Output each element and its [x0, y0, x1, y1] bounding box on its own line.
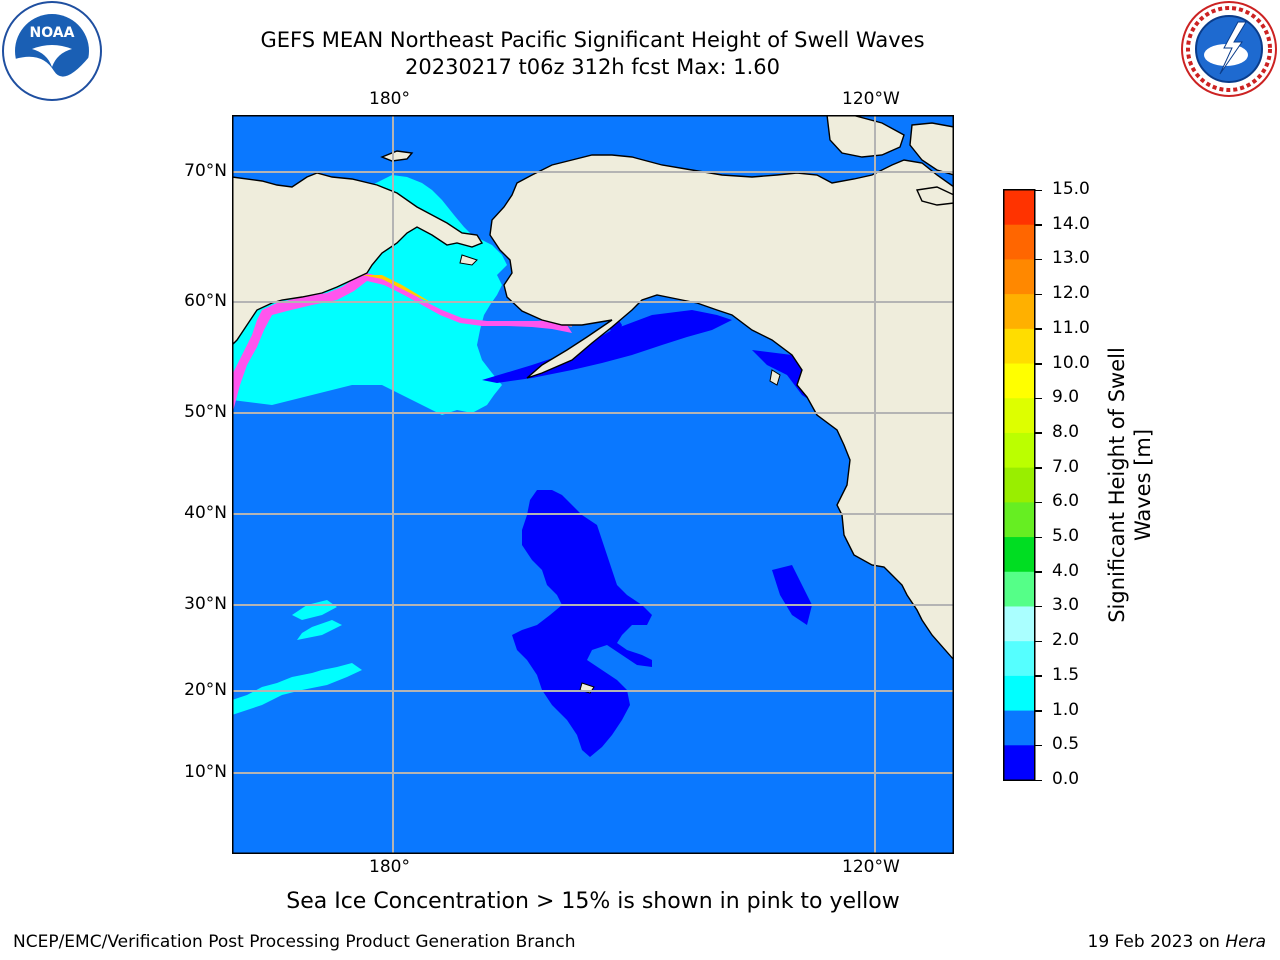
- colorbar-tick-label: 9.0: [1052, 387, 1080, 408]
- lat-label-70n: 70°N: [184, 161, 227, 181]
- colorbar-segment: [1004, 710, 1034, 746]
- footer-left: NCEP/EMC/Verification Post Processing Pr…: [13, 932, 576, 952]
- footer-date: 19 Feb 2023 on: [1087, 932, 1226, 952]
- colorbar-segment: [1004, 294, 1034, 330]
- lon-label-top-180: 180°: [369, 89, 410, 109]
- colorbar-tick-mark: [1034, 605, 1042, 608]
- colorbar-tick-mark: [1034, 571, 1042, 573]
- colorbar-segment: [1004, 190, 1034, 226]
- colorbar-tick-mark: [1034, 293, 1042, 296]
- lon-label-bottom-180: 180°: [369, 857, 410, 877]
- title-line-1: GEFS MEAN Northeast Pacific Significant …: [260, 28, 925, 52]
- colorbar-tick-label: 1.5: [1052, 664, 1080, 685]
- colorbar: [1003, 189, 1036, 781]
- lon-label-bottom-120w: 120°W: [842, 857, 900, 877]
- colorbar-segment: [1004, 502, 1034, 538]
- colorbar-tick-mark: [1034, 189, 1042, 191]
- colorbar-tick-label: 5.0: [1052, 526, 1080, 547]
- colorbar-tick-label: 0.0: [1052, 769, 1080, 789]
- colorbar-segment: [1004, 745, 1034, 781]
- colorbar-tick-label: 12.0: [1052, 283, 1090, 304]
- colorbar-tick-label: 2.0: [1052, 630, 1080, 651]
- lon-label-top-120w: 120°W: [842, 89, 900, 109]
- noaa-logo-text: NOAA: [30, 25, 75, 41]
- colorbar-segment: [1004, 675, 1034, 712]
- colorbar-tick-mark: [1034, 710, 1042, 712]
- colorbar-tick-mark: [1034, 467, 1042, 469]
- colorbar-title-line-2: Waves [m]: [1131, 428, 1155, 542]
- colorbar-tick-mark: [1034, 258, 1042, 261]
- colorbar-tick-mark: [1034, 432, 1042, 434]
- colorbar-segment: [1004, 259, 1034, 295]
- nws-logo: [1181, 1, 1277, 97]
- colorbar-segment: [1004, 328, 1034, 365]
- colorbar-segment: [1004, 467, 1034, 503]
- footer-right: 19 Feb 2023 on Hera: [1088, 932, 1266, 952]
- lat-label-50n: 50°N: [184, 402, 227, 422]
- colorbar-tick-label: 14.0: [1052, 213, 1090, 234]
- colorbar-segment: [1004, 432, 1034, 469]
- colorbar-title-line-1: Significant Height of Swell: [1105, 347, 1129, 623]
- colorbar-tick-label: 10.0: [1052, 352, 1090, 373]
- colorbar-tick-mark: [1034, 397, 1042, 400]
- colorbar-segment: [1004, 224, 1034, 260]
- colorbar-tick-mark: [1034, 363, 1042, 365]
- lat-label-20n: 20°N: [184, 680, 227, 700]
- colorbar-tick-label: 11.0: [1052, 317, 1090, 338]
- colorbar-tick-mark: [1034, 779, 1042, 781]
- colorbar-tick-mark: [1034, 501, 1042, 504]
- colorbar-tick-label: 13.0: [1052, 248, 1090, 269]
- colorbar-segment: [1004, 606, 1034, 642]
- colorbar-tick-label: 6.0: [1052, 491, 1080, 512]
- land-north-america: [489, 154, 954, 662]
- lat-label-30n: 30°N: [184, 594, 227, 614]
- colorbar-tick-mark: [1034, 536, 1042, 539]
- colorbar-segment: [1004, 398, 1034, 434]
- lat-label-40n: 40°N: [184, 503, 227, 523]
- colorbar-tick-label: 8.0: [1052, 421, 1080, 442]
- colorbar-tick-label: 1.0: [1052, 699, 1080, 720]
- swell-region-cyan-south: [232, 663, 362, 715]
- colorbar-tick-mark: [1034, 744, 1042, 747]
- noaa-logo: NOAA: [2, 1, 102, 101]
- sea-ice-note: Sea Ice Concentration > 15% is shown in …: [286, 889, 900, 914]
- colorbar-segment: [1004, 363, 1034, 399]
- colorbar-tick-label: 7.0: [1052, 456, 1080, 477]
- lat-label-60n: 60°N: [184, 291, 227, 311]
- lat-label-10n: 10°N: [184, 762, 227, 782]
- colorbar-tick-label: 3.0: [1052, 595, 1080, 616]
- colorbar-segment: [1004, 571, 1034, 607]
- colorbar-segment: [1004, 537, 1034, 573]
- colorbar-segment: [1004, 641, 1034, 677]
- colorbar-tick-mark: [1034, 640, 1042, 643]
- colorbar-tick-label: 15.0: [1052, 179, 1090, 199]
- colorbar-tick-mark: [1034, 328, 1042, 330]
- colorbar-tick-mark: [1034, 224, 1042, 226]
- colorbar-title: Significant Height of Swell Waves [m]: [1104, 347, 1156, 623]
- map-panel: [232, 115, 954, 854]
- footer-machine: Hera: [1225, 932, 1266, 952]
- title-line-2: 20230217 t06z 312h fcst Max: 1.60: [405, 55, 780, 79]
- colorbar-tick-label: 0.5: [1052, 734, 1080, 755]
- colorbar-tick-label: 4.0: [1052, 560, 1080, 581]
- graticule: [232, 115, 954, 854]
- colorbar-tick-mark: [1034, 675, 1042, 677]
- map-frame: [232, 115, 954, 854]
